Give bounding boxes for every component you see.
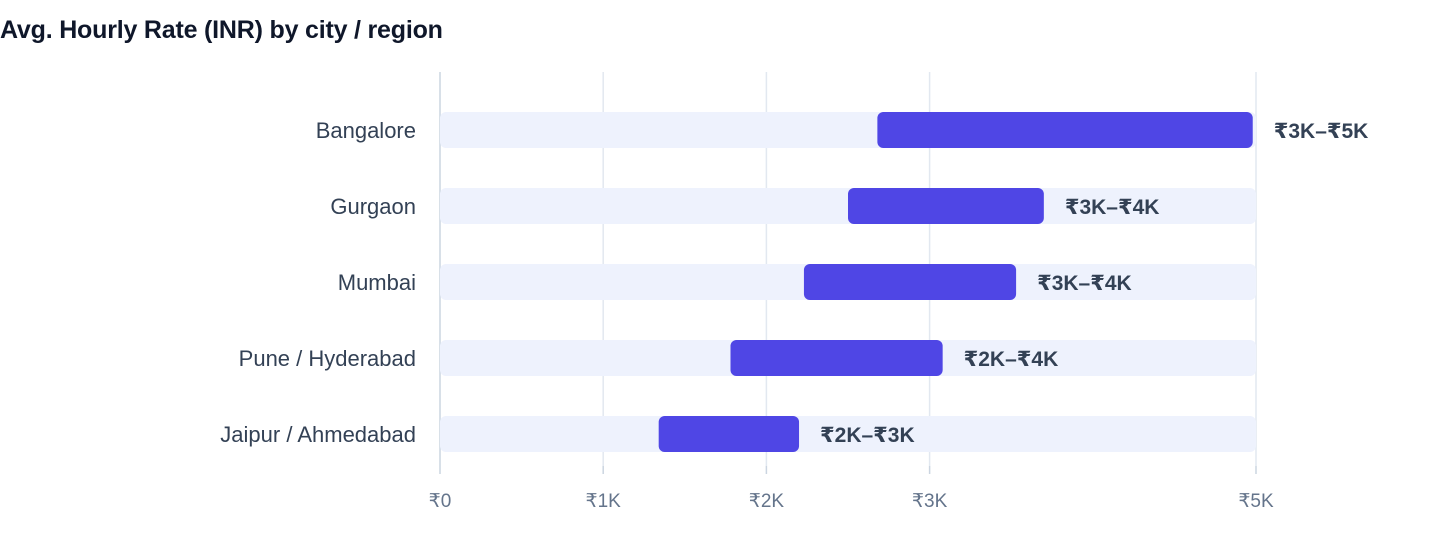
x-axis-ticks: ₹0 ₹1K ₹2K ₹3K ₹5K [429, 491, 1274, 512]
range-bar[interactable] [730, 340, 943, 376]
bar-value-label: ₹2K–₹3K [820, 424, 915, 447]
x-tick-label: ₹1K [586, 491, 622, 512]
range-bar[interactable] [803, 264, 1017, 300]
range-bars [658, 112, 1253, 452]
range-bar[interactable] [658, 416, 800, 452]
category-label: Gurgaon [330, 194, 416, 219]
data-labels: ₹3K–₹5K ₹3K–₹4K ₹3K–₹4K ₹2K–₹4K ₹2K–₹3K [820, 120, 1368, 447]
bar-track [440, 416, 1256, 452]
category-label: Jaipur / Ahmedabad [220, 422, 416, 447]
range-bar[interactable] [848, 188, 1044, 224]
x-tick-label: ₹2K [749, 491, 785, 512]
bar-value-label: ₹3K–₹5K [1274, 120, 1369, 143]
category-labels: Bangalore Gurgaon Mumbai Pune / Hyderabad Ja… [220, 118, 416, 447]
category-label: Pune / Hyderabad [239, 346, 416, 371]
x-tick-label: ₹5K [1238, 491, 1274, 512]
bar-value-label: ₹3K–₹4K [1037, 272, 1132, 295]
bar-value-label: ₹2K–₹4K [964, 348, 1059, 371]
category-label: Bangalore [316, 118, 416, 143]
range-bar[interactable] [877, 112, 1253, 148]
chart-title: Avg. Hourly Rate (INR) by city / region [0, 16, 443, 44]
category-label: Mumbai [338, 270, 416, 295]
x-tick-label: ₹0 [429, 491, 452, 512]
x-tick-label: ₹3K [912, 491, 948, 512]
bar-value-label: ₹3K–₹4K [1065, 196, 1160, 219]
